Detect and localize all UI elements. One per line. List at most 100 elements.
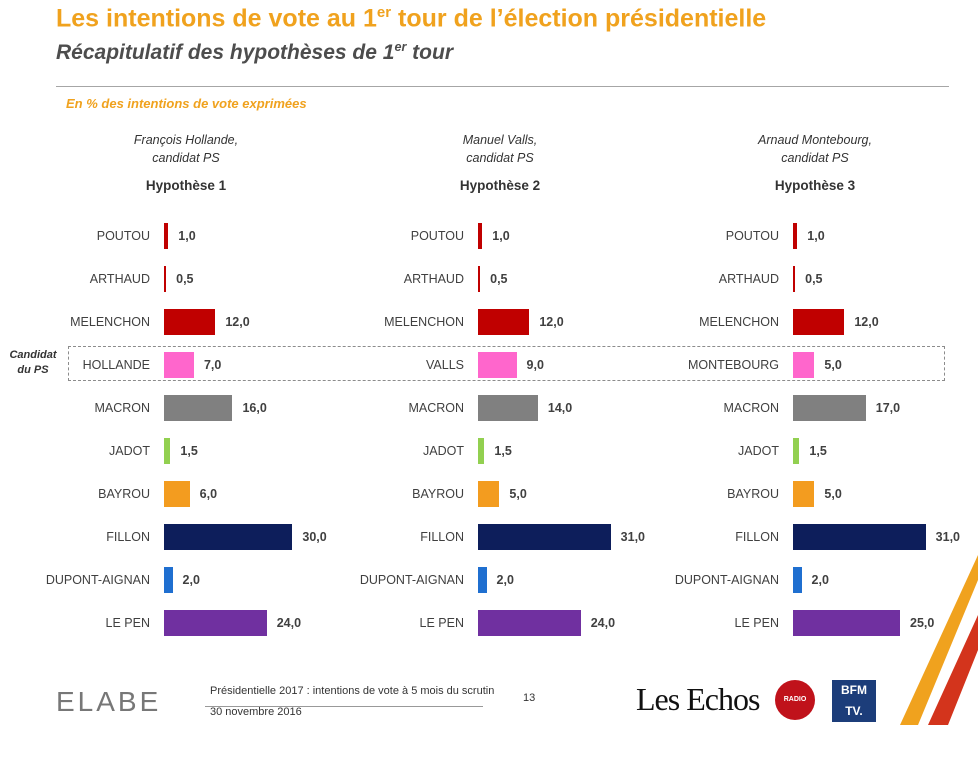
bar bbox=[793, 266, 796, 292]
bar-row: JADOT 1,5 bbox=[109, 436, 484, 466]
category-label: BAYROU bbox=[98, 487, 150, 501]
bar bbox=[793, 223, 798, 249]
bar bbox=[164, 395, 233, 421]
data-label: 2,0 bbox=[182, 573, 200, 587]
bar-row: HOLLANDE 7,0 bbox=[83, 350, 484, 380]
category-label: MONTEBOURG bbox=[688, 358, 779, 372]
bar bbox=[164, 481, 190, 507]
bar-row: BAYROU 5,0 bbox=[412, 479, 798, 509]
bar bbox=[164, 266, 167, 292]
bar bbox=[478, 309, 530, 335]
bar-row: VALLS 9,0 bbox=[426, 350, 798, 380]
bar bbox=[793, 567, 802, 593]
bar-row: MONTEBOURG 5,0 bbox=[688, 350, 978, 380]
bar-row: JADOT 1,5 bbox=[423, 436, 798, 466]
category-label: BAYROU bbox=[727, 487, 779, 501]
bar-row: MELENCHON 12,0 bbox=[699, 307, 978, 337]
bar bbox=[478, 266, 481, 292]
bar-row: ARTHAUD 0,5 bbox=[404, 264, 798, 294]
data-label: 24,0 bbox=[590, 616, 616, 630]
bar bbox=[164, 438, 171, 464]
bar-row: JADOT 1,5 bbox=[738, 436, 978, 466]
data-label: 0,5 bbox=[805, 272, 823, 286]
data-label: 12,0 bbox=[539, 315, 564, 329]
bar bbox=[793, 352, 815, 378]
data-label: 1,0 bbox=[807, 229, 825, 243]
data-label: 0,5 bbox=[176, 272, 194, 286]
bar-row: BAYROU 6,0 bbox=[98, 479, 484, 509]
category-label: MELENCHON bbox=[70, 315, 150, 329]
data-label: 31,0 bbox=[935, 530, 961, 544]
data-label: 16,0 bbox=[242, 401, 267, 415]
category-label: ARTHAUD bbox=[403, 272, 464, 286]
bar-row: BAYROU 5,0 bbox=[727, 479, 978, 509]
data-label: 2,0 bbox=[811, 573, 829, 587]
category-label: DUPONT-AIGNAN bbox=[359, 573, 464, 587]
bar-row: LE PEN 24,0 bbox=[106, 608, 484, 638]
data-label: 12,0 bbox=[854, 315, 879, 329]
page-number: 13 bbox=[523, 692, 536, 704]
elabe-logo: ELABE bbox=[56, 686, 162, 717]
data-label: 1,5 bbox=[494, 444, 512, 458]
bar bbox=[164, 309, 216, 335]
bar-row: MACRON 17,0 bbox=[723, 393, 978, 423]
ps-candidate-caption: François Hollande, candidat PS bbox=[133, 133, 239, 165]
bar bbox=[478, 481, 500, 507]
bar-row: FILLON 31,0 bbox=[420, 522, 798, 552]
data-label: 9,0 bbox=[526, 358, 544, 372]
bar-row: POUTOU 1,0 bbox=[726, 221, 978, 251]
category-label: MELENCHON bbox=[384, 315, 464, 329]
data-label: 12,0 bbox=[225, 315, 250, 329]
bar bbox=[478, 524, 611, 550]
category-label: JADOT bbox=[738, 444, 779, 458]
bar-row: DUPONT-AIGNAN 2,0 bbox=[360, 565, 798, 595]
data-label: 0,5 bbox=[490, 272, 508, 286]
header-rule bbox=[56, 86, 949, 87]
bar bbox=[164, 524, 293, 550]
bar bbox=[478, 395, 538, 421]
page-title: Les intentions de vote au 1er tour de l’… bbox=[56, 4, 767, 33]
category-label: JADOT bbox=[423, 444, 464, 458]
category-label: DUPONT-AIGNAN bbox=[674, 573, 779, 587]
category-label: FILLON bbox=[420, 530, 464, 544]
bar-row: ARTHAUD 0,5 bbox=[719, 264, 978, 294]
bar-row: LE PEN 25,0 bbox=[735, 608, 978, 638]
hypothesis-title: Hypothèse 3 bbox=[774, 178, 856, 193]
bar bbox=[478, 567, 487, 593]
bar bbox=[793, 309, 845, 335]
category-label: DUPONT-AIGNAN bbox=[45, 573, 150, 587]
category-label: ARTHAUD bbox=[718, 272, 779, 286]
category-label: BAYROU bbox=[412, 487, 464, 501]
category-label: POUTOU bbox=[96, 229, 150, 243]
radio-classique-logo: RADIO CLASSIQUE bbox=[775, 680, 816, 743]
data-label: 24,0 bbox=[276, 616, 302, 630]
ps-candidate-highlight-box bbox=[68, 346, 945, 381]
data-label: 1,0 bbox=[178, 229, 196, 243]
bar-row: MACRON 16,0 bbox=[94, 393, 484, 423]
bar bbox=[164, 610, 267, 636]
bar bbox=[164, 223, 169, 249]
category-label: LE PEN bbox=[734, 616, 779, 630]
data-label: 17,0 bbox=[875, 401, 901, 415]
category-label: MACRON bbox=[408, 401, 464, 415]
bar bbox=[164, 567, 173, 593]
bar-row: MACRON 14,0 bbox=[408, 393, 798, 423]
category-label: POUTOU bbox=[725, 229, 779, 243]
bfmtv-logo: BFM TV. bbox=[832, 680, 876, 722]
data-label: 1,0 bbox=[492, 229, 510, 243]
category-label: POUTOU bbox=[410, 229, 464, 243]
data-label: 5,0 bbox=[824, 358, 842, 372]
hypothesis-title: Hypothèse 1 bbox=[145, 178, 227, 193]
data-label: 6,0 bbox=[199, 487, 218, 501]
unit-note: En % des intentions de vote exprimées bbox=[66, 96, 307, 111]
page-subtitle: Récapitulatif des hypothèses de 1er tour bbox=[56, 40, 453, 64]
category-label: MELENCHON bbox=[699, 315, 779, 329]
hypothesis-title: Hypothèse 2 bbox=[459, 178, 541, 193]
bar bbox=[793, 395, 866, 421]
data-label: 31,0 bbox=[620, 530, 646, 544]
bar-row: FILLON 30,0 bbox=[106, 522, 484, 552]
ps-candidate-caption: Manuel Valls, candidat PS bbox=[462, 133, 538, 165]
bar-row: LE PEN 24,0 bbox=[420, 608, 798, 638]
category-label: MACRON bbox=[723, 401, 779, 415]
bar-row: POUTOU 1,0 bbox=[97, 221, 484, 251]
